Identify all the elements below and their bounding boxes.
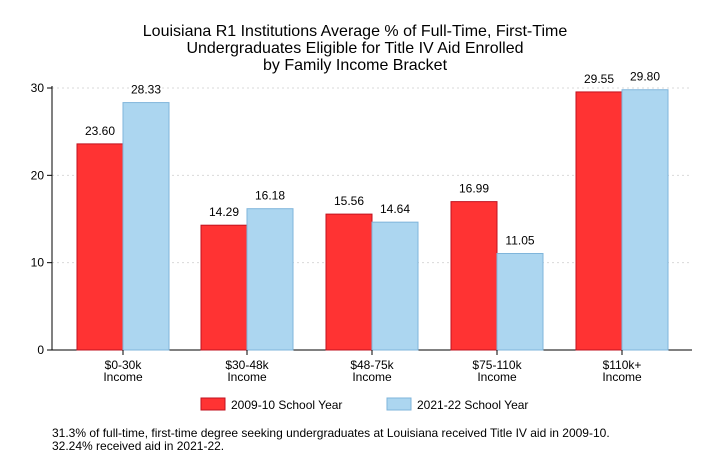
x-category-label: Income — [352, 370, 392, 384]
bar — [496, 252, 544, 351]
legend-swatch — [200, 397, 226, 411]
x-category-label: Income — [227, 370, 267, 384]
data-label: 15.56 — [334, 194, 364, 208]
x-category-label: $30-48k — [225, 358, 269, 372]
data-label: 14.64 — [380, 202, 410, 216]
data-label: 29.55 — [584, 72, 614, 86]
chart-title: Louisiana R1 Institutions Average % of F… — [143, 23, 568, 74]
x-category-label: $75-110k — [472, 358, 522, 372]
data-label: 14.29 — [209, 205, 239, 219]
y-axis-ticks: 0 10 20 30 — [31, 81, 52, 357]
data-label: 11.05 — [505, 233, 534, 247]
x-category-label: Income — [477, 370, 517, 384]
y-tick-label: 20 — [31, 168, 45, 182]
data-label: 16.18 — [255, 189, 285, 203]
x-category-label: $0-30k — [105, 358, 143, 372]
legend-label: 2021-22 School Year — [417, 398, 528, 412]
chart-title-line: by Family Income Bracket — [263, 57, 448, 74]
bar — [371, 221, 419, 351]
legend-label: 2009-10 School Year — [231, 398, 342, 412]
chart-title-line: Undergraduates Eligible for Title IV Aid… — [186, 40, 523, 57]
x-category-label: Income — [602, 370, 642, 384]
bar — [325, 213, 373, 351]
bars — [76, 89, 669, 351]
bar — [76, 143, 124, 351]
bar — [575, 91, 623, 351]
data-labels: 23.60 14.29 15.56 16.99 29.55 28.33 16.18 14.64… — [85, 70, 660, 248]
data-label: 23.60 — [85, 124, 115, 138]
data-label: 28.33 — [131, 83, 161, 97]
y-tick-label: 30 — [31, 81, 45, 95]
x-category-label: Income — [103, 370, 143, 384]
footnote: 31.3% of full-time, first-time degree se… — [52, 426, 610, 453]
y-tick-label: 10 — [31, 256, 45, 270]
x-category-label: $110k+ — [603, 358, 642, 372]
data-label: 16.99 — [459, 182, 489, 196]
bar — [122, 102, 170, 351]
x-axis-categories: $0-30kIncome$30-48kIncome$48-75kIncome$7… — [103, 350, 642, 384]
x-category-label: $48-75k — [350, 358, 394, 372]
chart-title-line: Louisiana R1 Institutions Average % of F… — [143, 23, 568, 40]
legend-swatch — [386, 397, 412, 411]
bar — [621, 89, 669, 351]
bar — [200, 224, 248, 351]
bar — [450, 201, 498, 351]
y-tick-label: 0 — [37, 343, 44, 357]
bar — [246, 208, 294, 351]
legend: 2009-10 School Year 2021-22 School Year — [200, 397, 528, 412]
data-label: 29.80 — [630, 70, 660, 84]
